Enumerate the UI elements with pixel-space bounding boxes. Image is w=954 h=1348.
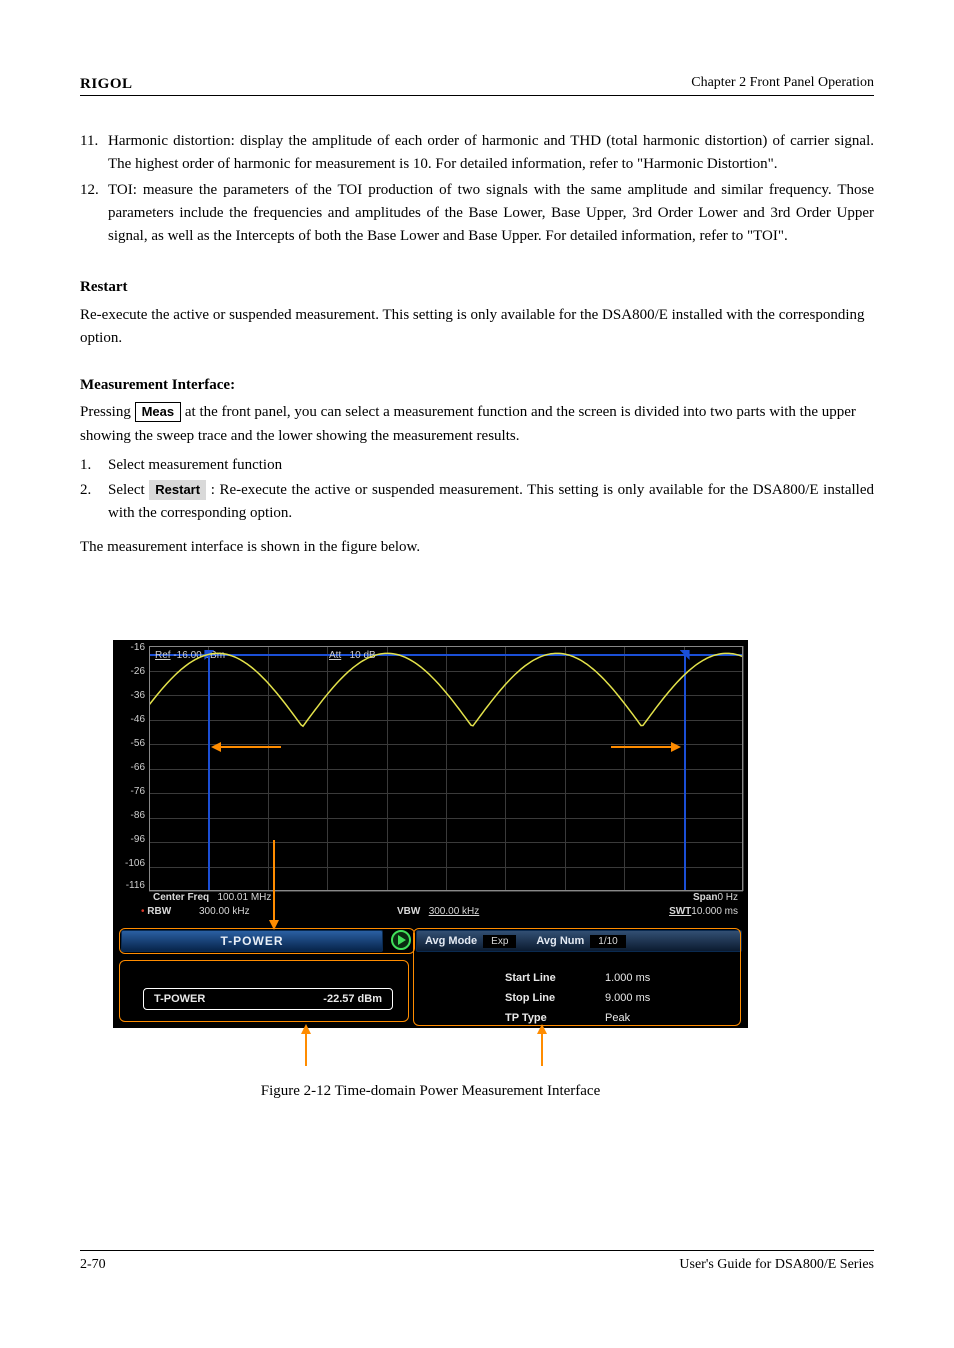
- toi-desc: TOI: measure the parameters of the TOI p…: [108, 179, 874, 249]
- param-label: Start Line: [505, 972, 605, 984]
- page-header: RIGOL Chapter 2 Front Panel Operation: [80, 75, 874, 96]
- y-tick: -16: [115, 642, 145, 653]
- page-footer: 2-70 User's Guide for DSA800/E Series: [80, 1250, 874, 1273]
- avg-mode-label: Avg Mode: [425, 935, 477, 947]
- step-1: Select measurement function: [108, 454, 874, 477]
- chapter-label: Chapter 2 Front Panel Operation: [691, 75, 874, 91]
- plot-area: Ref -16.00 dBm Att 10 dB: [149, 646, 743, 891]
- list-bullet: 11.: [80, 130, 108, 177]
- list-bullet: 1.: [80, 454, 108, 477]
- meas-if-heading: Measurement Interface:: [80, 374, 874, 397]
- y-tick: -36: [115, 690, 145, 701]
- meas-if-outro: The measurement interface is shown in th…: [80, 536, 874, 559]
- tpower-tab[interactable]: T-POWER: [121, 930, 383, 952]
- y-tick: -96: [115, 834, 145, 845]
- y-tick: -46: [115, 714, 145, 725]
- restart-softkey: Restart: [149, 480, 206, 500]
- feature-list: 11. Harmonic distortion: display the amp…: [80, 130, 874, 248]
- restart-heading: Restart: [80, 276, 874, 299]
- y-tick: -26: [115, 666, 145, 677]
- result-box: T-POWER -22.57 dBm: [143, 988, 393, 1010]
- screenshot: -16 -26 -36 -46 -56 -66 -76 -86 -96 -106…: [113, 640, 748, 1100]
- brand: RIGOL: [80, 76, 133, 92]
- y-tick: -106: [115, 858, 145, 869]
- y-tick: -86: [115, 810, 145, 821]
- rbw-info: • RBW 300.00 kHz: [141, 906, 250, 917]
- restart-desc: Re-execute the active or suspended measu…: [80, 304, 874, 351]
- step-2: Select Restart : Re-execute the active o…: [108, 479, 874, 526]
- meas-if-intro: Pressing Meas at the front panel, you ca…: [80, 401, 874, 448]
- figure-caption: Figure 2-12 Time-domain Power Measuremen…: [113, 1083, 748, 1100]
- list-bullet: 2.: [80, 479, 108, 526]
- avg-num-label: Avg Num: [536, 935, 584, 947]
- param-label: TP Type: [505, 1012, 605, 1024]
- param-list: Start Line 1.000 ms Stop Line 9.000 ms T…: [505, 968, 685, 1028]
- vbw-info: VBW 300.00 kHz: [397, 906, 479, 917]
- avg-bar: Avg Mode Exp Avg Num 1/10: [416, 930, 742, 952]
- cf-info: Center Freq 100.01 MHz: [153, 892, 271, 903]
- list-bullet: 12.: [80, 179, 108, 249]
- arrow-to-params: [541, 1032, 543, 1066]
- meas-steps: 1. Select measurement function 2. Select…: [80, 454, 874, 526]
- arrow-to-tpower: [273, 840, 275, 922]
- avg-mode-val: Exp: [483, 935, 516, 948]
- harmonic-desc: Harmonic distortion: display the amplitu…: [108, 130, 874, 177]
- result-label: T-POWER: [154, 993, 205, 1005]
- result-val: -22.57 dBm: [323, 993, 382, 1005]
- y-tick: -76: [115, 786, 145, 797]
- page-number: 2-70: [80, 1257, 106, 1273]
- param-val: Peak: [605, 1012, 685, 1024]
- restart-icon[interactable]: [391, 930, 411, 950]
- param-val: 1.000 ms: [605, 972, 685, 984]
- meas-key: Meas: [135, 402, 182, 422]
- y-tick: -116: [115, 880, 145, 891]
- arrow-to-results: [305, 1032, 307, 1066]
- param-label: Stop Line: [505, 992, 605, 1004]
- span-info: Span 0 Hz: [608, 892, 738, 903]
- doc-title: User's Guide for DSA800/E Series: [679, 1257, 874, 1273]
- swt-info: SWT 10.000 ms: [608, 906, 738, 917]
- y-tick: -66: [115, 762, 145, 773]
- page-content: 11. Harmonic distortion: display the amp…: [80, 130, 874, 559]
- param-val: 9.000 ms: [605, 992, 685, 1004]
- avg-num-val: 1/10: [590, 935, 625, 948]
- y-tick: -56: [115, 738, 145, 749]
